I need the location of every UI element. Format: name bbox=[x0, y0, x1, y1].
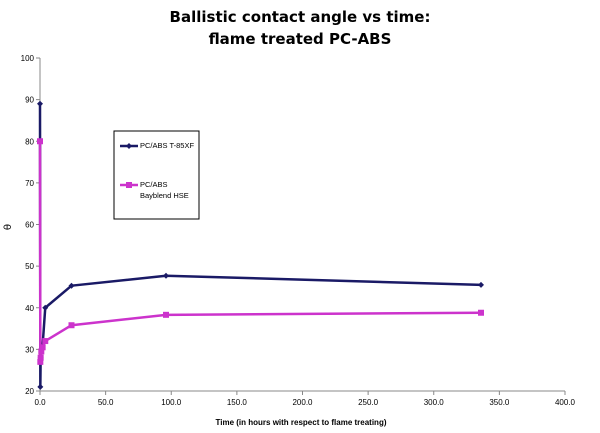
legend-item-t85xf-label: PC/ABS T-85XF bbox=[140, 141, 194, 150]
legend-item-t85xf-marker bbox=[126, 143, 132, 149]
series-bayblend-hse-point bbox=[163, 311, 169, 318]
y-axis-label: θ bbox=[3, 224, 14, 230]
plot-area: 20 30 40 50 60 70 80 90 100 0.0 50.0 100.0 150.0 200.… bbox=[21, 54, 576, 407]
x-tick-label: 0.0 bbox=[34, 398, 46, 407]
series-bayblend-hse-point bbox=[68, 322, 75, 329]
y-tick-label: 50 bbox=[25, 262, 34, 271]
series-bayblend-hse-point bbox=[39, 344, 46, 351]
series-t85xf-point bbox=[68, 282, 75, 289]
series-t85xf-point bbox=[37, 383, 44, 390]
legend-item-bayblend-hse-label: Bayblend HSE bbox=[140, 191, 189, 200]
series-bayblend-hse-point bbox=[37, 358, 44, 365]
chart-title-line-2: flame treated PC-ABS bbox=[209, 30, 392, 48]
x-tick-label: 50.0 bbox=[98, 398, 114, 407]
legend-item-bayblend-hse-label: PC/ABS bbox=[140, 180, 168, 189]
x-tick-label: 350.0 bbox=[489, 398, 510, 407]
y-tick-label: 100 bbox=[21, 54, 35, 63]
series-bayblend-hse-point bbox=[37, 138, 43, 145]
y-tick-label: 40 bbox=[25, 304, 34, 313]
x-tick-label: 250.0 bbox=[358, 398, 379, 407]
y-tick-label: 20 bbox=[25, 387, 34, 396]
y-tick-label: 70 bbox=[25, 179, 34, 188]
y-tick-label: 30 bbox=[25, 345, 34, 354]
series-t85xf-point bbox=[37, 100, 43, 107]
legend: PC/ABS T-85XF PC/ABS Bayblend HSE bbox=[113, 130, 200, 220]
y-tick-label: 60 bbox=[25, 221, 34, 230]
series-bayblend-hse-point bbox=[37, 354, 44, 361]
legend-item-bayblend-hse-marker bbox=[126, 182, 132, 188]
series-t85xf-line bbox=[38, 103, 482, 389]
x-tick-label: 400.0 bbox=[555, 398, 576, 407]
x-tick-label: 200.0 bbox=[292, 398, 313, 407]
chart-title-line-1: Ballistic contact angle vs time: bbox=[170, 8, 431, 26]
series-bayblend-hse-point bbox=[38, 348, 45, 355]
series-bayblend-hse-point bbox=[42, 338, 49, 345]
x-tick-label: 300.0 bbox=[424, 398, 445, 407]
series-t85xf-point bbox=[42, 304, 49, 311]
y-tick-label: 80 bbox=[25, 137, 34, 146]
y-tick-label: 90 bbox=[25, 96, 34, 105]
series-t85xf-point bbox=[163, 272, 169, 279]
x-tick-label: 100.0 bbox=[161, 398, 182, 407]
series-bayblend-hse-line bbox=[38, 141, 482, 364]
series-bayblend-hse-point bbox=[478, 309, 484, 316]
x-axis-label: Time (in hours with respect to flame tre… bbox=[216, 418, 387, 427]
x-tick-label: 150.0 bbox=[227, 398, 248, 407]
series-t85xf-point bbox=[478, 281, 484, 288]
